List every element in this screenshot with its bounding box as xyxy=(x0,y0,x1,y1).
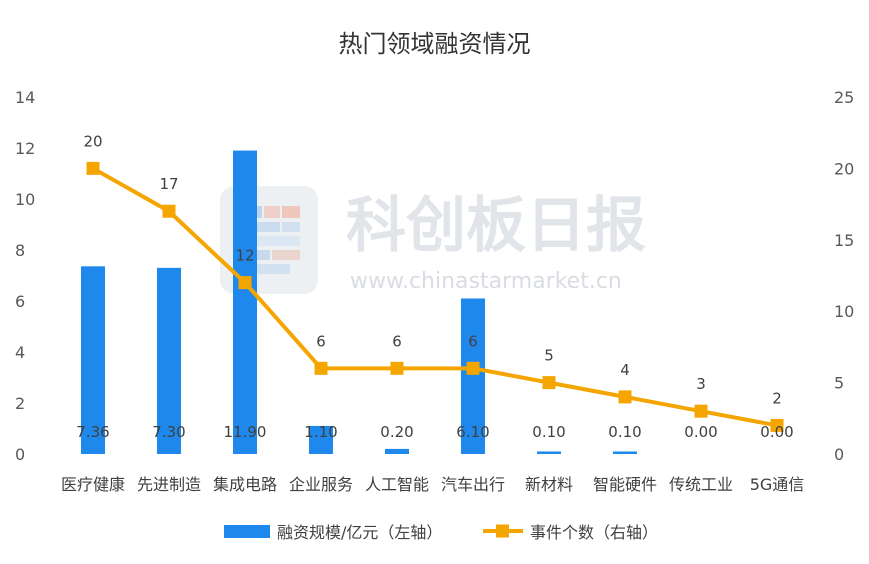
line-point-marker xyxy=(314,361,328,375)
left-axis-tick-label: 6 xyxy=(15,292,25,311)
category-label: 新材料 xyxy=(525,475,573,494)
right-axis-tick-label: 5 xyxy=(834,374,844,393)
bar-data-label: 1.10 xyxy=(304,423,337,441)
line-data-label: 4 xyxy=(620,361,630,379)
bar-series xyxy=(81,150,637,455)
left-axis: 0 2 4 6 8 10 12 14 xyxy=(15,88,35,464)
line-data-label: 12 xyxy=(235,247,254,265)
bar xyxy=(157,267,181,454)
bar-data-label: 0.10 xyxy=(608,423,641,441)
line-data-label: 17 xyxy=(159,175,178,193)
bar xyxy=(613,451,637,454)
series-line xyxy=(92,166,778,428)
bar xyxy=(385,448,409,454)
line-data-label: 6 xyxy=(392,332,402,350)
line-point-marker xyxy=(466,361,480,375)
bar-data-label: 6.10 xyxy=(456,423,489,441)
right-axis-tick-label: 25 xyxy=(834,88,854,107)
right-axis-tick-label: 10 xyxy=(834,302,854,321)
line-data-label: 6 xyxy=(316,332,326,350)
category-label: 先进制造 xyxy=(137,475,201,494)
category-label: 集成电路 xyxy=(213,475,277,494)
bar-data-label: 7.36 xyxy=(76,423,109,441)
line-data-label: 20 xyxy=(83,132,102,150)
legend-line-label: 事件个数（右轴） xyxy=(530,523,658,542)
category-label: 智能硬件 xyxy=(593,475,657,494)
bar xyxy=(233,150,257,455)
line-data-labels: 20 17 12 6 6 6 5 4 3 2 xyxy=(83,132,781,407)
left-axis-tick-label: 14 xyxy=(15,88,35,107)
bar xyxy=(537,451,561,454)
bar-data-labels: 7.36 7.30 11.90 1.10 0.20 6.10 0.10 0.10 0.00 0.0… xyxy=(76,423,793,441)
left-axis-tick-label: 0 xyxy=(15,445,25,464)
category-label: 医疗健康 xyxy=(61,475,125,494)
left-axis-tick-label: 12 xyxy=(15,139,35,158)
bar xyxy=(81,266,105,454)
left-axis-tick-label: 8 xyxy=(15,241,25,260)
bar xyxy=(461,298,485,454)
line-point-marker xyxy=(86,161,100,175)
bar-data-label: 0.00 xyxy=(760,423,793,441)
watermark-url: www.chinastarmarket.cn xyxy=(350,269,622,294)
watermark: 科创板日报 www.chinastarmarket.cn xyxy=(220,186,646,294)
bar xyxy=(309,425,333,454)
bar-data-label: 0.20 xyxy=(380,423,413,441)
right-axis-tick-label: 20 xyxy=(834,159,854,178)
line-point-marker xyxy=(390,361,404,375)
right-axis-tick-label: 0 xyxy=(834,445,844,464)
line-data-label: 3 xyxy=(696,375,706,393)
line-point-marker xyxy=(542,376,556,390)
right-axis: 0 5 10 15 20 25 xyxy=(834,88,854,464)
legend-bar-label: 融资规模/亿元（左轴） xyxy=(277,523,442,542)
category-label: 人工智能 xyxy=(365,475,429,494)
line-data-label: 6 xyxy=(468,332,478,350)
line-point-marker xyxy=(162,204,176,218)
bar-data-label: 11.90 xyxy=(224,423,267,441)
line-series xyxy=(86,161,784,432)
left-axis-tick-label: 4 xyxy=(15,343,25,362)
line-data-label: 2 xyxy=(772,389,782,407)
right-axis-tick-label: 15 xyxy=(834,231,854,250)
line-point-marker xyxy=(770,418,784,432)
watermark-text: 科创板日报 xyxy=(346,191,646,261)
legend-bar-swatch xyxy=(224,525,270,538)
category-label: 传统工业 xyxy=(669,475,733,494)
line-point-marker xyxy=(694,404,708,418)
line-data-label: 5 xyxy=(544,347,554,365)
legend: 融资规模/亿元（左轴） 事件个数（右轴） xyxy=(224,523,658,542)
category-axis: 医疗健康 先进制造 集成电路 企业服务 人工智能 汽车出行 新材料 智能硬件 传统工业 5G通信 xyxy=(61,475,804,494)
bar-data-label: 0.00 xyxy=(684,423,717,441)
line-point-marker xyxy=(618,390,632,404)
category-label: 汽车出行 xyxy=(441,475,505,494)
left-axis-tick-label: 2 xyxy=(15,394,25,413)
category-label: 企业服务 xyxy=(289,475,353,494)
line-point-marker xyxy=(238,276,252,290)
left-axis-tick-label: 10 xyxy=(15,190,35,209)
legend-line-marker xyxy=(496,524,509,538)
bar-data-label: 7.30 xyxy=(152,423,185,441)
bar-data-label: 0.10 xyxy=(532,423,565,441)
category-label: 5G通信 xyxy=(750,475,805,494)
chart-title: 热门领域融资情况 xyxy=(339,30,531,58)
